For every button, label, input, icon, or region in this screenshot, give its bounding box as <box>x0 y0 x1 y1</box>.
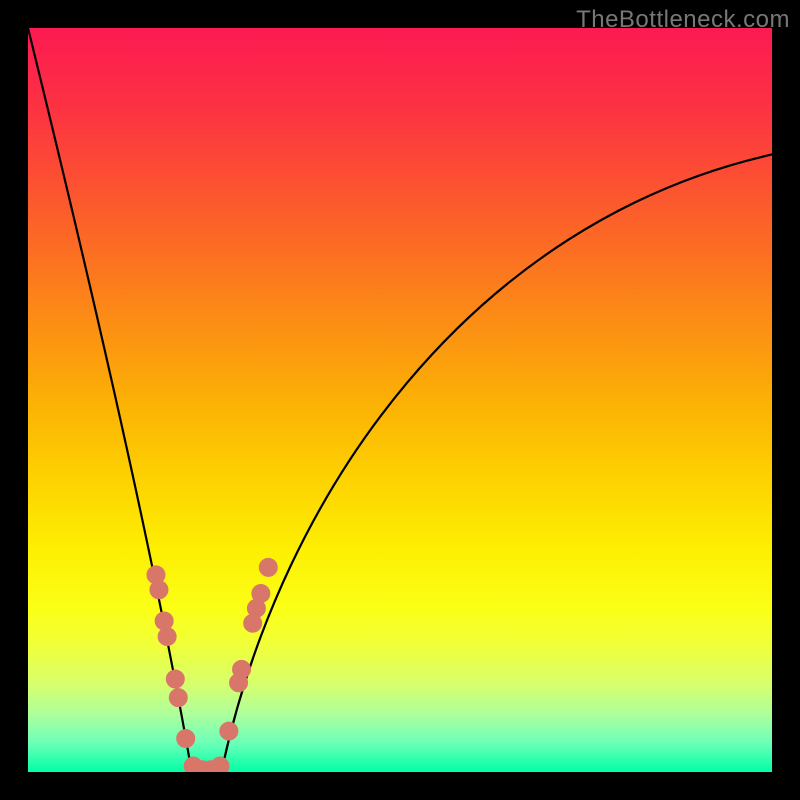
curve-marker <box>150 581 168 599</box>
curve-marker <box>252 584 270 602</box>
frame-right <box>772 28 800 772</box>
curve-marker <box>155 612 173 630</box>
curve-marker <box>166 670 184 688</box>
chart-stage: TheBottleneck.com <box>0 0 800 800</box>
frame-bottom <box>0 772 800 800</box>
curve-marker <box>177 730 195 748</box>
curve-marker <box>158 628 176 646</box>
chart-svg <box>0 0 800 800</box>
curve-marker <box>169 689 187 707</box>
curve-marker <box>233 660 251 678</box>
bottleneck-curve <box>28 28 772 772</box>
watermark-text: TheBottleneck.com <box>576 6 790 34</box>
curve-marker <box>259 558 277 576</box>
frame-left <box>0 28 28 772</box>
curve-marker <box>220 722 238 740</box>
